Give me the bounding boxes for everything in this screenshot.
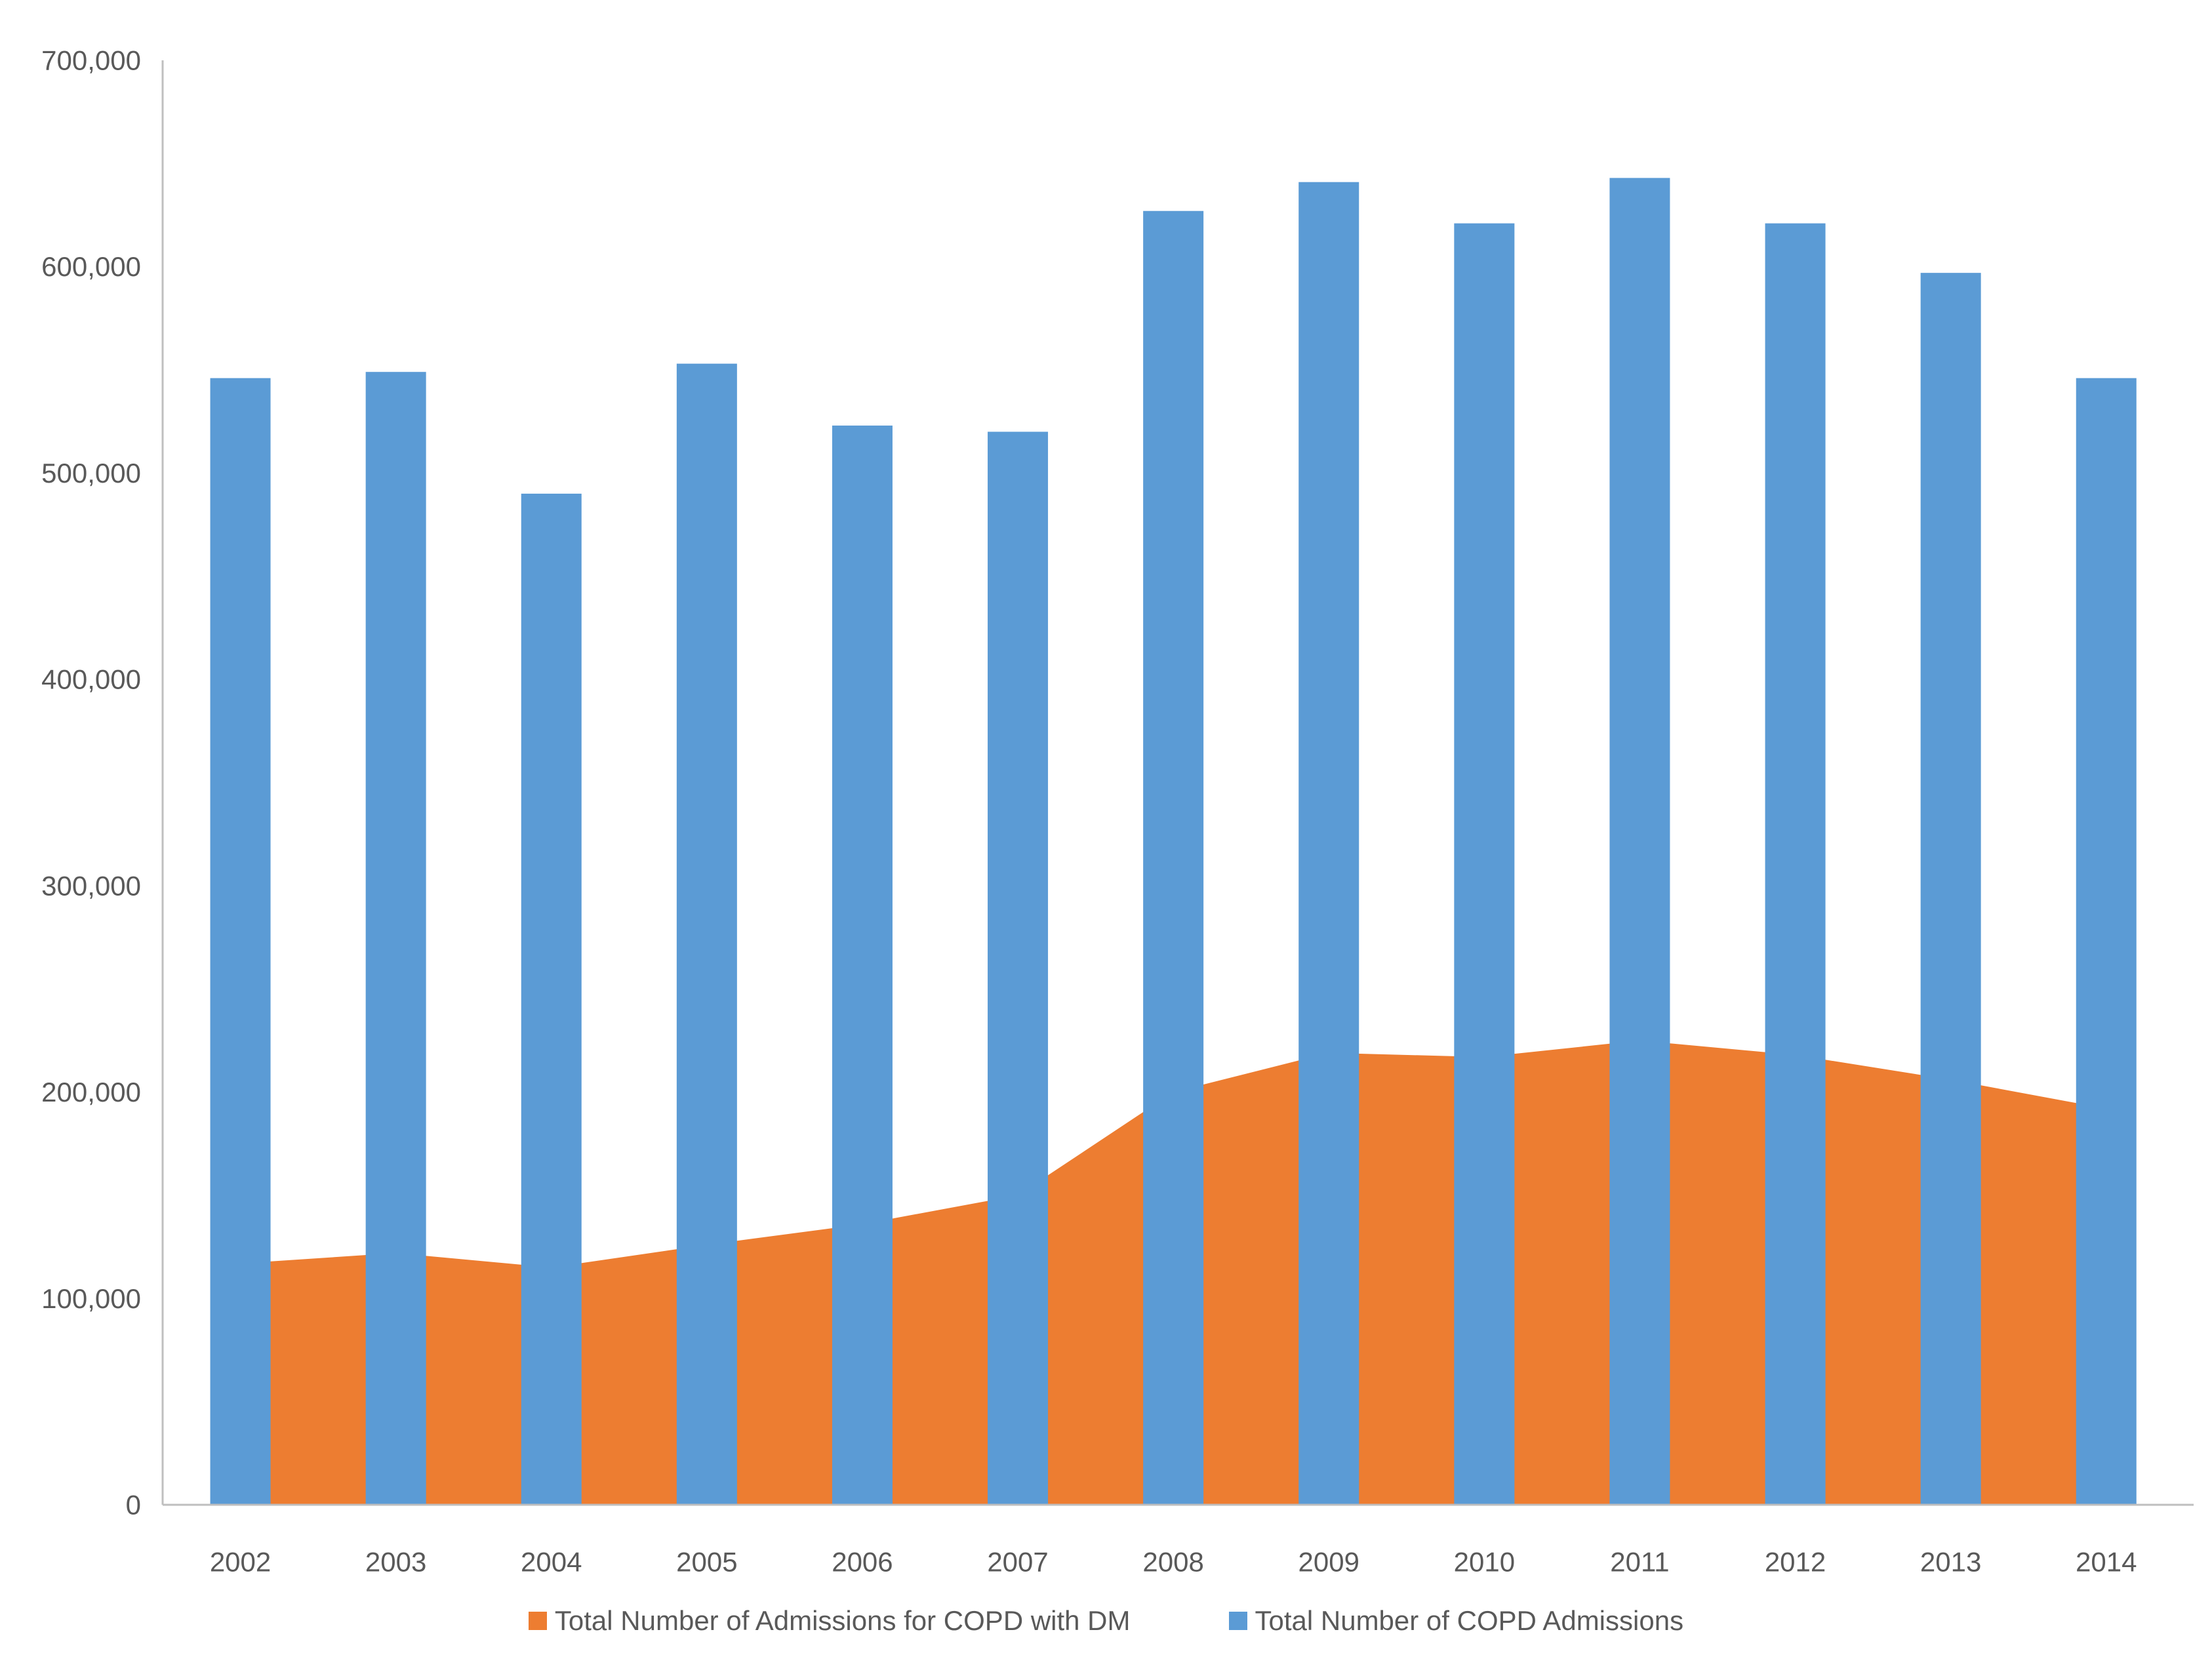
x-axis-year-label: 2007 <box>987 1547 1048 1578</box>
x-axis-year-label: 2010 <box>1454 1547 1515 1578</box>
x-axis-year-label: 2008 <box>1142 1547 1203 1578</box>
x-axis-year-label: 2012 <box>1765 1547 1826 1578</box>
copd-admissions-bar-2004 <box>521 493 582 1505</box>
x-axis-year-label: 2006 <box>832 1547 893 1578</box>
x-axis-year-label: 2003 <box>365 1547 426 1578</box>
x-axis-year-label: 2014 <box>2076 1547 2137 1578</box>
y-axis-tick-label: 200,000 <box>41 1077 141 1107</box>
legend: Total Number of Admissions for COPD with… <box>0 1605 2212 1637</box>
legend-swatch-blue <box>1228 1612 1247 1630</box>
copd-admissions-bar-2011 <box>1609 178 1670 1505</box>
legend-item-copd-with-dm: Total Number of Admissions for COPD with… <box>528 1605 1131 1637</box>
copd-admissions-bar-2009 <box>1298 182 1359 1505</box>
copd-admissions-bar-2013 <box>1920 273 1981 1505</box>
copd-admissions-bar-2010 <box>1454 223 1515 1505</box>
y-axis-tick-label: 400,000 <box>41 664 141 695</box>
copd-admissions-bar-2006 <box>832 426 893 1505</box>
y-axis-tick-label: 500,000 <box>41 458 141 488</box>
copd-admissions-bar-2002 <box>210 378 271 1505</box>
legend-swatch-orange <box>528 1612 547 1630</box>
x-axis-year-label: 2011 <box>1610 1547 1669 1578</box>
x-axis-year-label: 2013 <box>1920 1547 1981 1578</box>
y-axis-tick-label: 100,000 <box>41 1283 141 1314</box>
y-axis-tick-label: 600,000 <box>41 251 141 282</box>
legend-item-copd-admissions: Total Number of COPD Admissions <box>1228 1605 1684 1637</box>
y-axis-tick-label: 700,000 <box>41 45 141 76</box>
y-axis-tick-label: 0 <box>126 1490 141 1521</box>
copd-admissions-bar-2012 <box>1765 223 1826 1505</box>
copd-admissions-bar-2008 <box>1143 210 1204 1505</box>
x-axis-year-label: 2002 <box>210 1547 271 1578</box>
copd-admissions-bar-2007 <box>988 431 1049 1505</box>
x-axis-year-label: 2009 <box>1298 1547 1359 1578</box>
x-axis-year-label: 2005 <box>676 1547 737 1578</box>
legend-label-copd-with-dm: Total Number of Admissions for COPD with… <box>554 1605 1131 1636</box>
y-axis-tick-label: 300,000 <box>41 870 141 901</box>
copd-admissions-bar-2005 <box>676 363 737 1505</box>
copd-admissions-bar-2014 <box>2076 378 2137 1505</box>
x-axis-year-label: 2004 <box>521 1547 582 1578</box>
copd-admissions-bar-2003 <box>365 372 426 1505</box>
legend-label-copd-admissions: Total Number of COPD Admissions <box>1255 1605 1684 1636</box>
